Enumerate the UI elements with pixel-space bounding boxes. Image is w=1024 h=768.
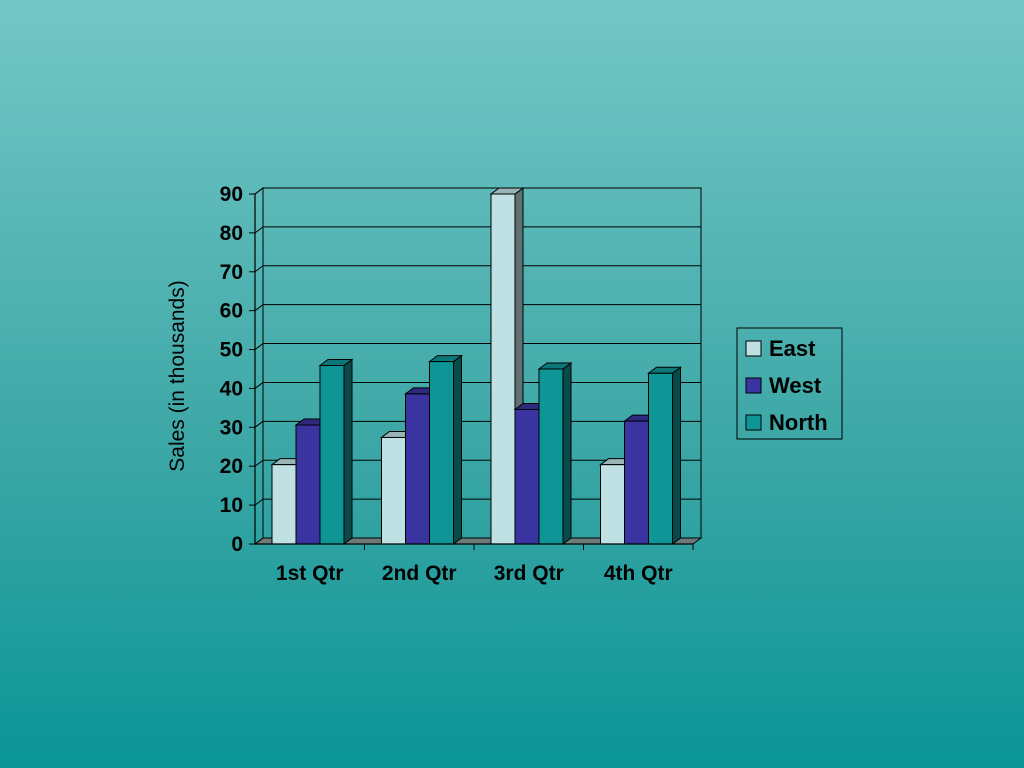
legend-label-west: West [769, 373, 822, 398]
gridline-depth [254, 187, 264, 195]
y-tick-labels: 0 10 20 30 40 50 60 70 80 90 [220, 183, 243, 556]
bar-north [428, 354, 463, 545]
legend-swatch-west [745, 377, 762, 394]
gridline-depth [254, 304, 264, 312]
y-tick-label: 60 [220, 300, 243, 323]
bar-chart: 0 10 20 30 40 50 60 70 80 90 1st Qtr 2nd Qtr 3rd Qt… [166, 183, 703, 585]
y-axis-title: Sales (in thousands) [166, 280, 189, 471]
gridline-depth [254, 420, 264, 428]
bars [270, 187, 682, 545]
gridline-depth [254, 498, 264, 506]
side-wall [254, 187, 264, 545]
legend-label-north: North [769, 410, 828, 435]
y-tick-label: 0 [231, 533, 243, 556]
legend-box [736, 327, 843, 440]
gridline-depth [254, 459, 264, 467]
y-tick-label: 50 [220, 339, 243, 362]
bar-north [537, 362, 573, 545]
legend-swatch-east [745, 340, 762, 357]
gridline-depth [254, 382, 264, 389]
legend: East West North [736, 327, 843, 440]
y-tick-label: 40 [220, 377, 243, 400]
y-tick-label: 80 [220, 222, 243, 245]
y-tick-label: 20 [220, 455, 243, 478]
y-tick-label: 70 [220, 261, 243, 284]
legend-swatch-north [745, 414, 762, 431]
bar-north [318, 358, 354, 545]
x-tick-label: 2nd Qtr [382, 562, 457, 585]
x-tick-label: 4th Qtr [604, 562, 673, 585]
gridline-depth [254, 343, 264, 350]
legend-label-east: East [769, 336, 816, 361]
axes [249, 193, 694, 550]
x-tick-labels: 1st Qtr 2nd Qtr 3rd Qtr 4th Qtr [276, 562, 673, 585]
gridline-depth [254, 265, 264, 273]
y-tick-label: 30 [220, 416, 243, 439]
gridline-depth [254, 226, 264, 234]
x-tick-label: 1st Qtr [276, 562, 344, 585]
bar-north [647, 366, 682, 545]
y-tick-label: 10 [220, 494, 243, 517]
y-tick-label: 90 [220, 183, 243, 206]
x-tick-label: 3rd Qtr [494, 562, 564, 585]
